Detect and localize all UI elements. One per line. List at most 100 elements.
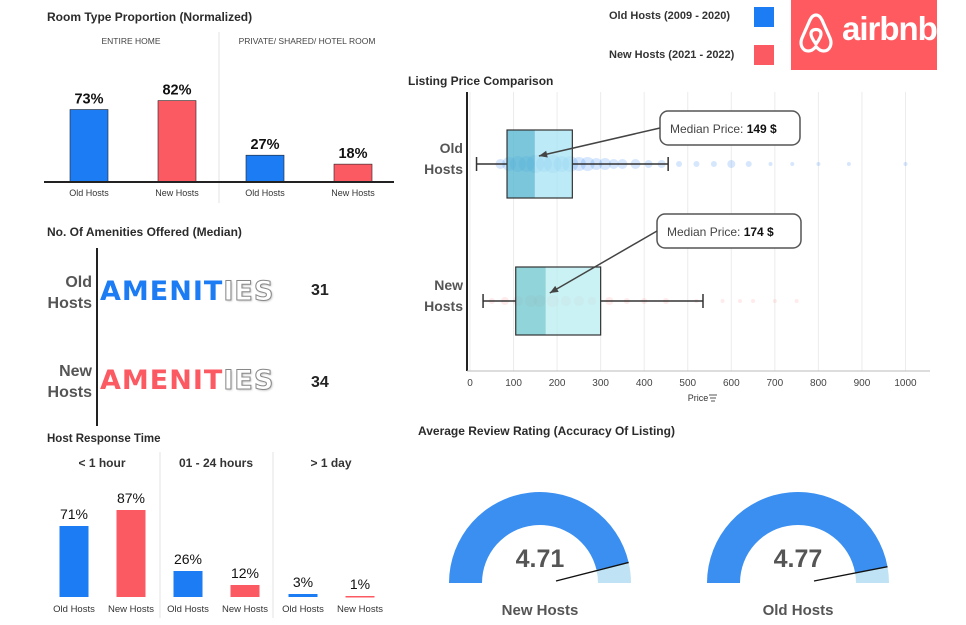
room-bar-category: New Hosts	[331, 188, 375, 198]
amenities-letter: T	[203, 276, 224, 307]
amenities-value-old: 31	[311, 282, 329, 299]
room-bar	[245, 154, 285, 183]
price-category-line1: Old	[440, 140, 463, 156]
amenities-letter: E	[149, 365, 170, 396]
response-time-title: Host Response Time	[47, 433, 161, 445]
gauge-remaining	[596, 562, 631, 583]
price-dot	[846, 162, 851, 166]
price-tick-label: 1000	[894, 378, 917, 389]
amenities-letter: I	[223, 365, 235, 397]
response-bar	[173, 571, 203, 597]
price-title: Listing Price Comparison	[408, 74, 554, 88]
response-group-label: < 1 hour	[78, 456, 125, 470]
response-bar-category: New Hosts	[108, 604, 154, 615]
amenities-label-old-line2: Hosts	[47, 295, 92, 312]
airbnb-logo-text: airbnb	[842, 10, 938, 47]
price-tick-label: 700	[767, 378, 784, 389]
amenities-letter: I	[223, 276, 235, 308]
price-tick-label: 400	[636, 378, 653, 389]
response-bar	[59, 526, 89, 597]
amenities-letter: S	[253, 276, 275, 308]
room-type-chart: ENTIRE HOME PRIVATE/ SHARED/ HOTEL ROOM 73…	[44, 32, 394, 203]
price-tick-label: 900	[854, 378, 871, 389]
legend-item-new-label: New Hosts (2021 - 2022)	[609, 49, 735, 61]
price-box-lower	[515, 267, 546, 335]
price-dot	[720, 299, 725, 303]
room-bar-category: New Hosts	[155, 188, 199, 198]
amenities-letter: I	[192, 365, 204, 396]
amenities-label-new-line2: Hosts	[47, 384, 92, 401]
price-box-upper	[534, 130, 573, 198]
price-callout-arrow	[549, 230, 658, 294]
response-bar-value: 71%	[60, 506, 88, 522]
room-bar-category: Old Hosts	[69, 188, 109, 198]
price-category-line1: New	[434, 277, 463, 293]
price-callout-text: Median Price: 149 $	[670, 122, 777, 136]
response-bar-value: 87%	[117, 490, 145, 506]
legend-item-new-swatch	[754, 45, 774, 65]
price-dot	[738, 299, 743, 303]
amenities-label-old-line1: Old	[65, 274, 92, 291]
gauge-value: 4.71	[516, 545, 565, 573]
price-box-lower	[507, 130, 535, 198]
response-bar-value: 12%	[231, 565, 259, 581]
gauge-fill	[707, 491, 888, 583]
amenities-letter: S	[253, 365, 275, 397]
gauge-needle	[813, 565, 888, 582]
price-dot	[751, 299, 756, 303]
price-tick-label: 800	[810, 378, 827, 389]
price-dot	[794, 299, 799, 303]
rating-gauges: 4.71 New Hosts 4.77 Old Hosts	[449, 491, 889, 619]
gauge-fill	[449, 491, 629, 583]
room-bar-value: 82%	[162, 83, 191, 99]
amenities-title: No. Of Amenities Offered (Median)	[47, 225, 242, 239]
price-callout-arrow	[538, 127, 661, 157]
legend-item-old-swatch	[754, 7, 774, 27]
room-type-title: Room Type Proportion (Normalized)	[47, 10, 253, 24]
amenities-letter: M	[121, 365, 150, 396]
price-dot	[727, 160, 736, 168]
response-bar-value: 3%	[293, 574, 313, 590]
amenities-axis	[96, 248, 98, 426]
price-dot	[710, 161, 717, 167]
gauge-remaining	[855, 566, 889, 583]
price-callout-arrowhead	[538, 150, 548, 158]
room-bar	[157, 100, 197, 183]
price-dot	[816, 162, 821, 166]
amenities-letter: A	[100, 365, 122, 396]
amenities-word-old: AMENITIES	[100, 276, 275, 308]
room-bar	[333, 163, 373, 183]
amenities-label-new-line1: New	[59, 363, 92, 380]
gauge-value: 4.77	[774, 545, 823, 573]
price-tick-label: 500	[679, 378, 696, 389]
response-bar-value: 26%	[174, 551, 202, 567]
room-bar-value: 73%	[74, 92, 103, 108]
response-bar-value: 1%	[350, 576, 370, 592]
price-tick-label: 600	[723, 378, 740, 389]
amenities-value-new: 34	[311, 374, 329, 391]
rating-title: Average Review Rating (Accuracy Of Listi…	[418, 424, 675, 438]
room-group-label: ENTIRE HOME	[101, 36, 160, 46]
price-callout-text: Median Price: 174 $	[667, 225, 774, 239]
price-dot	[745, 161, 752, 167]
room-bar-value: 27%	[250, 137, 279, 153]
price-dot	[903, 162, 908, 166]
price-dot	[768, 162, 773, 166]
price-tick-label: 200	[549, 378, 566, 389]
amenities-label-new: New Hosts	[38, 361, 92, 403]
response-bar	[345, 596, 375, 598]
price-tick-label: 100	[505, 378, 522, 389]
response-time-chart: < 1 hour 01 - 24 hours > 1 day 71% Old Hosts…	[53, 452, 383, 618]
gauge-label: New Hosts	[502, 602, 579, 619]
response-bar-category: Old Hosts	[167, 604, 209, 615]
price-boxplot: 0 100 200 300 400 500 600 700 800 900 1000 Price Old…	[424, 92, 930, 403]
amenities-letter: E	[234, 365, 254, 397]
price-category-line2: Hosts	[424, 161, 463, 177]
response-bar	[288, 594, 318, 597]
amenities-letter: N	[169, 365, 193, 396]
sort-icon	[709, 394, 717, 402]
amenities-letter: N	[169, 276, 193, 307]
price-callout-value: 149 $	[747, 122, 777, 136]
gauge-needle	[555, 561, 629, 582]
price-box-upper	[545, 267, 601, 335]
